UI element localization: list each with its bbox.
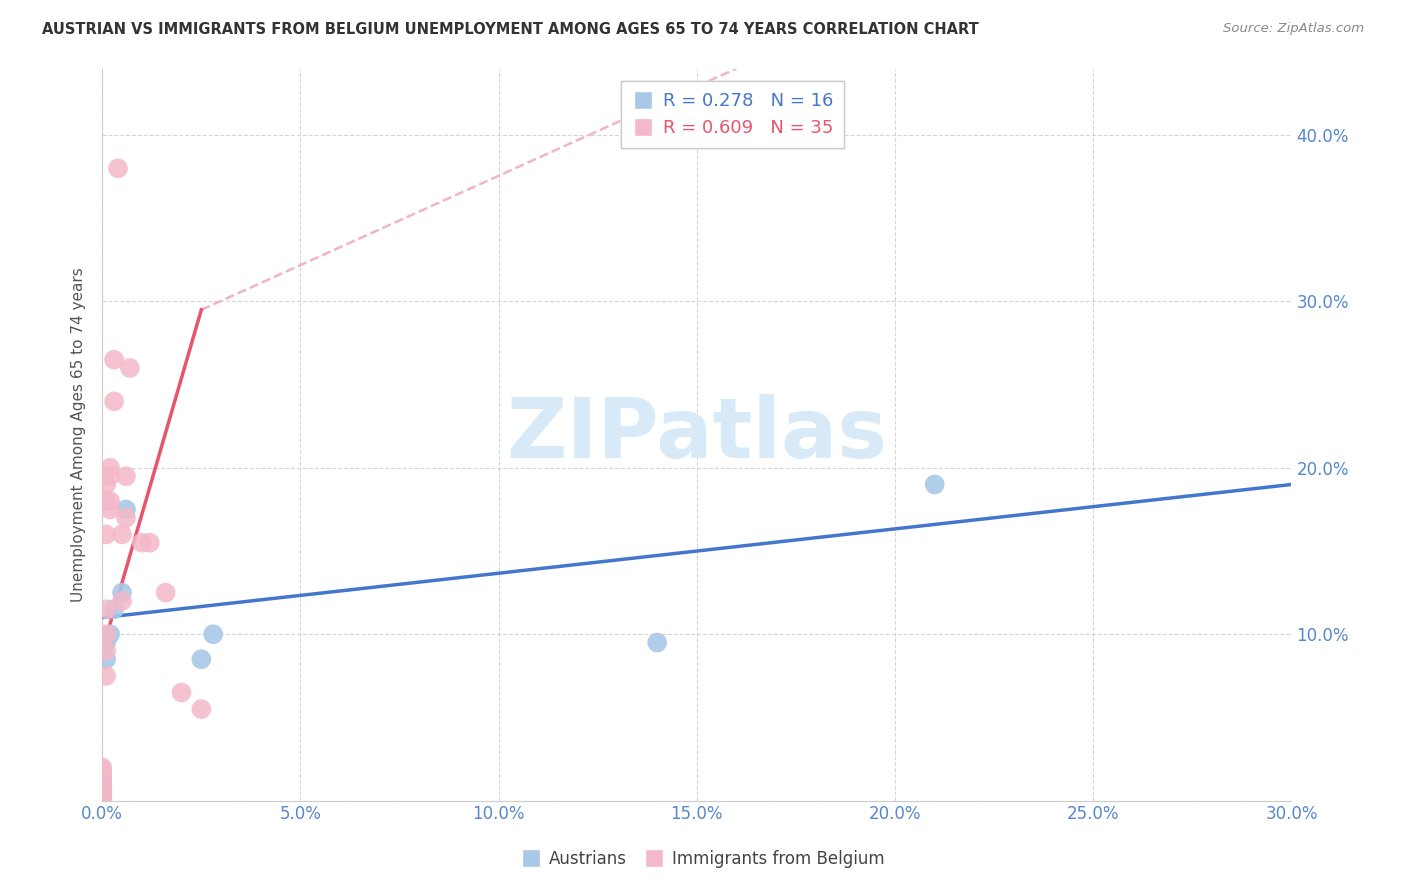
Point <box>91 785 114 799</box>
Point <box>91 783 114 797</box>
Y-axis label: Unemployment Among Ages 65 to 74 years: Unemployment Among Ages 65 to 74 years <box>72 268 86 602</box>
Point <box>91 769 114 783</box>
Point <box>139 535 162 549</box>
Point <box>91 780 114 795</box>
Point <box>111 594 134 608</box>
Point <box>96 652 118 666</box>
Point <box>98 502 121 516</box>
Point <box>96 669 118 683</box>
Point <box>91 789 114 803</box>
Text: AUSTRIAN VS IMMIGRANTS FROM BELGIUM UNEMPLOYMENT AMONG AGES 65 TO 74 YEARS CORRE: AUSTRIAN VS IMMIGRANTS FROM BELGIUM UNEM… <box>42 22 979 37</box>
Point <box>91 764 114 778</box>
Point <box>96 477 118 491</box>
Point <box>91 787 114 801</box>
Point <box>91 773 114 788</box>
Text: ZIPatlas: ZIPatlas <box>506 394 887 475</box>
Point <box>96 635 118 649</box>
Point <box>103 394 125 409</box>
Legend: Austrians, Immigrants from Belgium: Austrians, Immigrants from Belgium <box>515 844 891 875</box>
Point <box>155 585 177 599</box>
Point <box>96 494 118 508</box>
Point <box>190 702 212 716</box>
Point <box>103 602 125 616</box>
Point <box>103 352 125 367</box>
Point <box>96 602 118 616</box>
Point <box>91 794 114 808</box>
Point <box>91 769 114 783</box>
Point <box>91 785 114 799</box>
Point <box>115 510 138 524</box>
Point <box>98 460 121 475</box>
Point <box>170 685 193 699</box>
Point <box>115 502 138 516</box>
Point <box>96 527 118 541</box>
Point <box>98 627 121 641</box>
Point <box>115 469 138 483</box>
Point <box>91 760 114 774</box>
Point <box>91 777 114 791</box>
Point <box>111 585 134 599</box>
Point <box>91 790 114 805</box>
Point <box>98 469 121 483</box>
Point <box>645 635 668 649</box>
Point <box>98 494 121 508</box>
Point <box>202 627 225 641</box>
Point <box>91 773 114 788</box>
Point <box>91 780 114 795</box>
Point <box>107 161 129 176</box>
Point <box>190 652 212 666</box>
Point <box>111 527 134 541</box>
Legend: R = 0.278   N = 16, R = 0.609   N = 35: R = 0.278 N = 16, R = 0.609 N = 35 <box>621 81 844 148</box>
Point <box>118 361 141 376</box>
Point <box>96 644 118 658</box>
Point <box>131 535 153 549</box>
Point <box>924 477 946 491</box>
Text: Source: ZipAtlas.com: Source: ZipAtlas.com <box>1223 22 1364 36</box>
Point <box>91 783 114 797</box>
Point <box>96 627 118 641</box>
